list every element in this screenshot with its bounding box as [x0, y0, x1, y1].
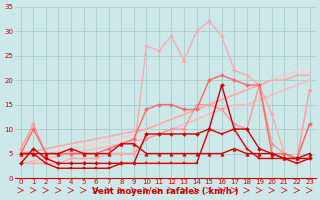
X-axis label: Vent moyen/en rafales ( km/h ): Vent moyen/en rafales ( km/h )	[92, 187, 238, 196]
